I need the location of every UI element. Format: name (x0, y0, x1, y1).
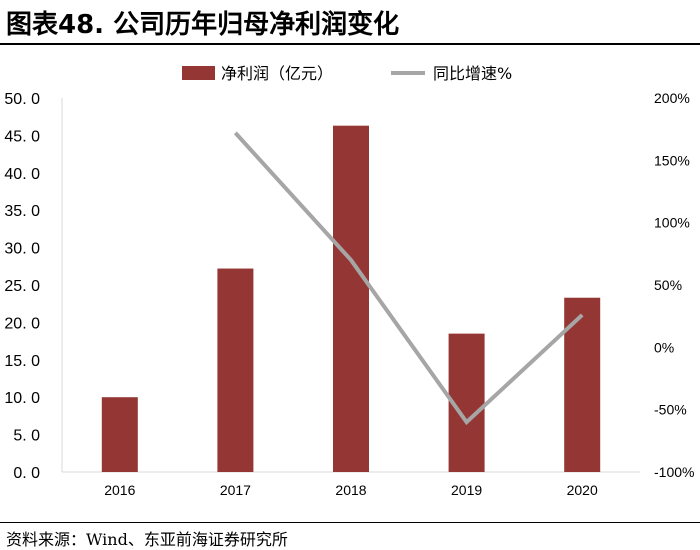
left-tick-label: 30. 0 (4, 241, 40, 258)
left-tick-label: 40. 0 (4, 166, 40, 183)
right-tick-label: 200% (654, 90, 690, 106)
left-tick-label: 15. 0 (4, 353, 40, 370)
figure-title: 图表48. 公司历年归母净利润变化 (6, 10, 400, 40)
growth-line (233, 131, 584, 426)
legend-line-label: 同比增速% (433, 64, 512, 83)
left-y-axis: 0. 0 5. 0 10. 0 15. 0 20. 0 25. 0 30. 0 35. 0 40… (4, 91, 63, 482)
x-axis: 2016 2017 2018 2019 2020 (62, 471, 640, 498)
bar-series (101, 125, 601, 473)
left-tick-label: 35. 0 (4, 203, 40, 220)
left-tick-label: 25. 0 (4, 278, 40, 295)
left-tick-label: 20. 0 (4, 315, 40, 332)
left-tick-label: 0. 0 (13, 465, 40, 482)
right-tick-label: 0% (654, 339, 674, 355)
legend-bar-label: 净利润（亿元） (221, 64, 333, 83)
source-divider (0, 522, 700, 523)
left-tick-label: 45. 0 (4, 128, 40, 145)
legend-bar-swatch (182, 66, 215, 80)
x-tick-label: 2020 (567, 482, 598, 498)
line-series (233, 131, 584, 426)
chart-legend: 净利润（亿元） 同比增速% (182, 64, 512, 83)
source-note: 资料来源：Wind、东亚前海证券研究所 (6, 530, 288, 549)
x-tick-label: 2018 (335, 482, 366, 498)
right-tick-label: 100% (654, 215, 690, 231)
right-tick-label: 50% (654, 277, 682, 293)
right-tick-label: -100% (654, 464, 694, 480)
bar (564, 297, 601, 472)
right-tick-label: -50% (654, 402, 687, 418)
left-tick-label: 50. 0 (4, 91, 40, 108)
x-tick-label: 2017 (220, 482, 251, 498)
bar (217, 268, 254, 472)
bar (101, 397, 138, 472)
title-divider (0, 43, 700, 45)
left-tick-label: 5. 0 (13, 428, 40, 445)
right-tick-label: 150% (654, 152, 690, 168)
net-profit-chart: 净利润（亿元） 同比增速% 0. 0 5. 0 10. 0 15. 0 20. 0 25. … (4, 64, 694, 498)
x-tick-label: 2019 (451, 482, 482, 498)
x-tick-label: 2016 (104, 482, 135, 498)
right-y-axis: -100% -50% 0% 50% 100% 150% 200% (654, 90, 694, 480)
bar (333, 125, 369, 473)
left-tick-label: 10. 0 (4, 390, 40, 407)
